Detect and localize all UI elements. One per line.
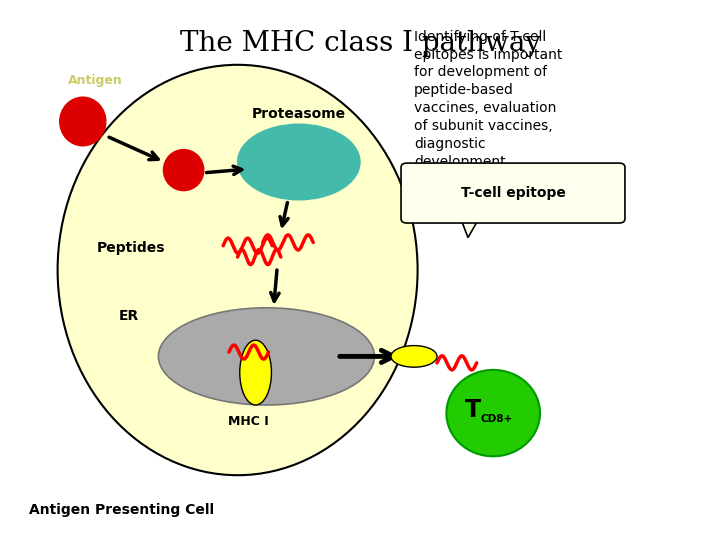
Text: T-cell epitope: T-cell epitope xyxy=(461,186,566,200)
Ellipse shape xyxy=(446,370,540,456)
Text: CD8+: CD8+ xyxy=(481,414,513,423)
FancyBboxPatch shape xyxy=(401,163,625,223)
Text: T: T xyxy=(464,399,480,422)
Text: The MHC class I pathway: The MHC class I pathway xyxy=(179,30,541,57)
Ellipse shape xyxy=(163,150,204,191)
Ellipse shape xyxy=(60,97,106,146)
Text: ER: ER xyxy=(119,309,139,323)
Polygon shape xyxy=(461,219,479,238)
Ellipse shape xyxy=(158,308,374,405)
Ellipse shape xyxy=(58,65,418,475)
Text: Peptides: Peptides xyxy=(97,241,166,255)
Text: Antigen Presenting Cell: Antigen Presenting Cell xyxy=(29,503,214,517)
Ellipse shape xyxy=(391,346,437,367)
Text: Antigen: Antigen xyxy=(68,73,123,87)
Text: Proteasome: Proteasome xyxy=(252,107,346,122)
Text: Identifying of T-cell
epitopes is important
for development of
peptide-based
vac: Identifying of T-cell epitopes is import… xyxy=(414,30,562,168)
Ellipse shape xyxy=(240,340,271,405)
Text: MHC I: MHC I xyxy=(228,415,269,428)
Ellipse shape xyxy=(238,124,360,200)
